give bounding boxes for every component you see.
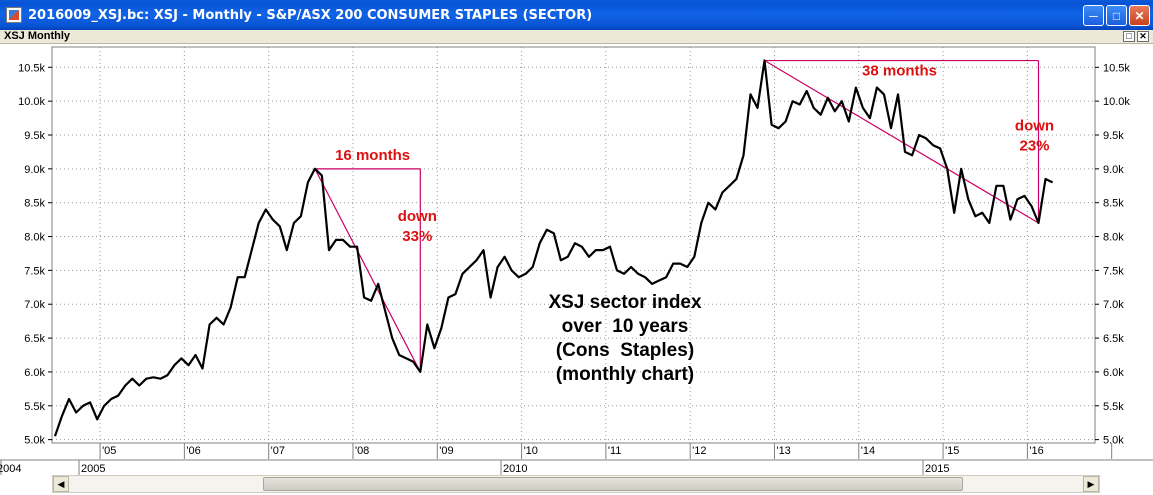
- window-controls: ─ □ ✕: [1083, 5, 1150, 26]
- x-tick-label: '06: [186, 445, 200, 457]
- caption-line: (monthly chart): [556, 364, 694, 385]
- drop1-change-value: 33%: [402, 228, 432, 245]
- y-tick-label-right: 5.0k: [1103, 435, 1124, 447]
- app-icon: [6, 7, 22, 23]
- y-tick-label-right: 8.0k: [1103, 232, 1124, 244]
- x-year-label: 2004: [0, 463, 21, 475]
- y-tick-label-left: 9.0k: [24, 164, 45, 176]
- y-tick-label-right: 6.0k: [1103, 367, 1124, 379]
- chart-axes: 10.5k 10.5k 10.0k 10.0k 9.5k 9.5k 9.0k 9.0k 8.5k…: [0, 46, 1153, 475]
- x-year-label: 2015: [925, 463, 949, 475]
- x-tick-label: '15: [945, 445, 959, 457]
- maximize-icon[interactable]: □: [1106, 5, 1127, 26]
- minimize-icon[interactable]: ─: [1083, 5, 1104, 26]
- x-tick-label: '10: [524, 445, 538, 457]
- y-tick-label-left: 6.0k: [24, 367, 45, 379]
- y-tick-label-right: 5.5k: [1103, 401, 1124, 413]
- y-tick-label-left: 10.0k: [18, 96, 45, 108]
- plot-frame: [51, 46, 1096, 444]
- x-tick-label: '12: [692, 445, 706, 457]
- drop2-change-value: 23%: [1019, 138, 1049, 155]
- y-tick-label-right: 10.5k: [1103, 62, 1130, 74]
- caption-line: XSJ sector index: [548, 292, 702, 313]
- panel-close-icon[interactable]: ✕: [1137, 31, 1149, 42]
- window-titlebar: 2016009_XSJ.bc: XSJ - Monthly - S&P/ASX …: [0, 0, 1153, 30]
- drop2-duration-label: 38 months: [862, 63, 937, 80]
- scroll-thumb[interactable]: [263, 477, 963, 491]
- x-tick-label: '14: [861, 445, 875, 457]
- panel-controls: □ ✕: [1123, 31, 1149, 42]
- y-tick-label-right: 7.0k: [1103, 299, 1124, 311]
- scroll-left-icon[interactable]: ◀: [53, 476, 69, 492]
- y-tick-label-right: 9.0k: [1103, 164, 1124, 176]
- price-chart: 10.5k 10.5k 10.0k 10.0k 9.5k 9.5k 9.0k 9.0k 8.5k…: [0, 46, 1153, 475]
- y-tick-label-right: 9.5k: [1103, 130, 1124, 142]
- x-tick-label: '05: [102, 445, 116, 457]
- drop1-change-label: down: [398, 208, 437, 225]
- chart-series: [53, 59, 1054, 437]
- x-tick-label: '11: [608, 445, 622, 457]
- chart-annotations: 16 months down 33% 38 months down 23%: [314, 59, 1054, 373]
- y-tick-label-right: 10.0k: [1103, 96, 1130, 108]
- scroll-right-icon[interactable]: ▶: [1083, 476, 1099, 492]
- y-tick-label-right: 8.5k: [1103, 198, 1124, 210]
- y-tick-label-left: 7.0k: [24, 299, 45, 311]
- y-tick-label-left: 6.5k: [24, 333, 45, 345]
- y-tick-label-left: 10.5k: [18, 62, 45, 74]
- x-tick-label: '07: [271, 445, 285, 457]
- x-tick-label: '08: [355, 445, 369, 457]
- chart-panel-header: XSJ Monthly □ ✕: [0, 30, 1153, 44]
- window-title: 2016009_XSJ.bc: XSJ - Monthly - S&P/ASX …: [28, 7, 593, 23]
- y-tick-label-left: 9.5k: [24, 130, 45, 142]
- y-tick-label-left: 8.5k: [24, 198, 45, 210]
- x-year-label: 2005: [81, 463, 105, 475]
- y-tick-label-left: 8.0k: [24, 232, 45, 244]
- x-tick-label: '16: [1029, 445, 1043, 457]
- drop2-change-label: down: [1015, 118, 1054, 135]
- caption-line: over 10 years: [562, 316, 689, 337]
- y-tick-label-left: 7.5k: [24, 265, 45, 277]
- y-tick-label-left: 5.0k: [24, 435, 45, 447]
- drop1-trend-line: [314, 168, 421, 373]
- x-tick-label: '09: [439, 445, 453, 457]
- close-icon[interactable]: ✕: [1129, 5, 1150, 26]
- chart-caption: XSJ sector index over 10 years (Cons Stapl…: [548, 292, 702, 385]
- y-tick-label-right: 6.5k: [1103, 333, 1124, 345]
- x-year-label: 2010: [503, 463, 527, 475]
- y-tick-label-right: 7.5k: [1103, 265, 1124, 277]
- drop2-trend-line: [764, 60, 1039, 224]
- y-tick-label-left: 5.5k: [24, 401, 45, 413]
- horizontal-scrollbar[interactable]: ◀ ▶: [52, 475, 1100, 493]
- x-tick-label: '13: [776, 445, 790, 457]
- panel-restore-icon[interactable]: □: [1123, 31, 1135, 42]
- panel-label: XSJ Monthly: [4, 30, 71, 42]
- price-series-line: [53, 59, 1054, 437]
- drop1-duration-label: 16 months: [335, 147, 410, 164]
- caption-line: (Cons Staples): [556, 340, 694, 361]
